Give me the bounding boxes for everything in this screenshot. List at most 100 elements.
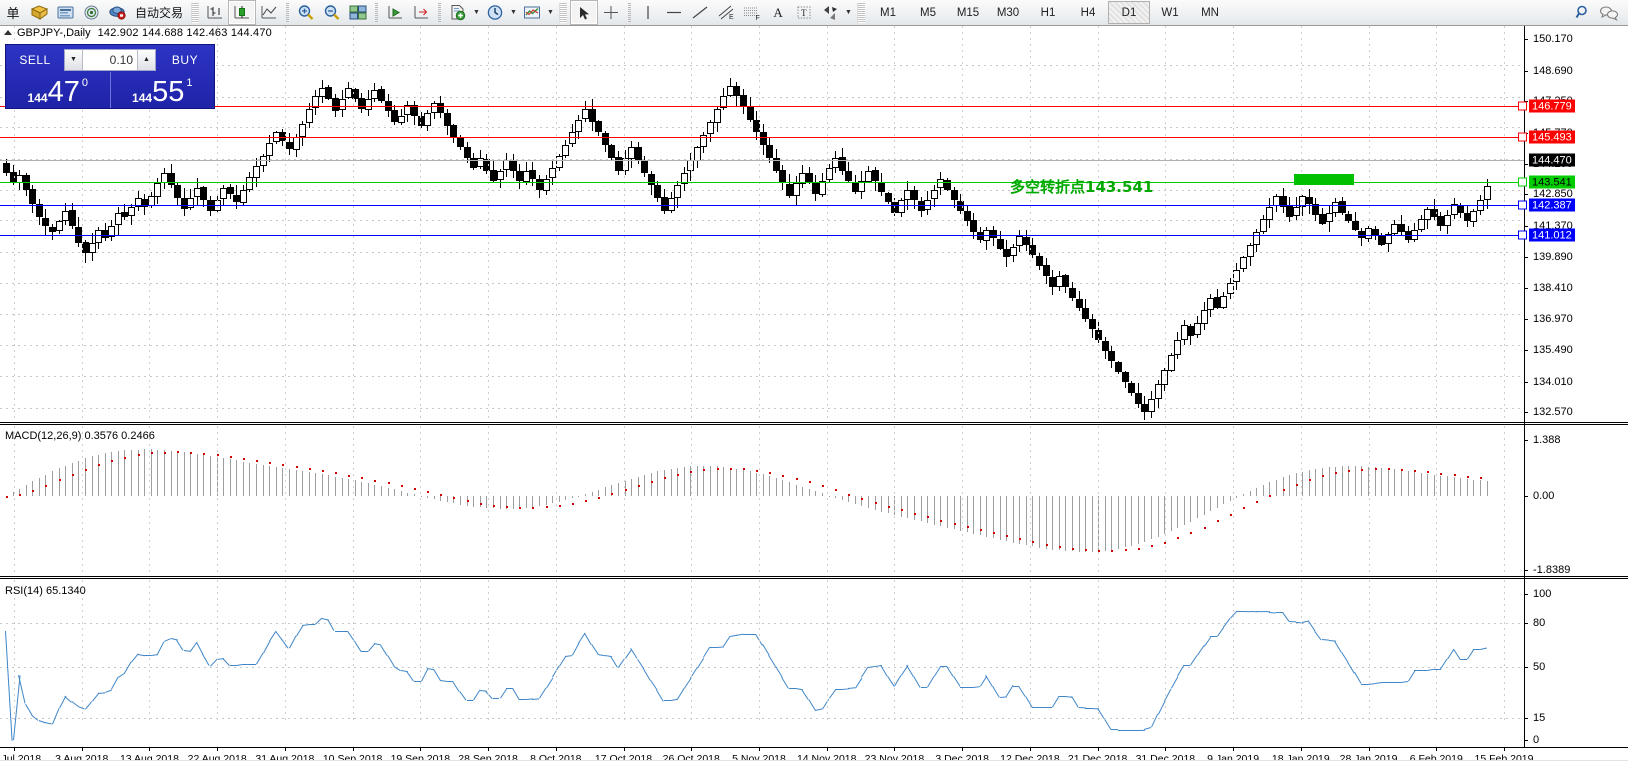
price-level-line-resistance-2[interactable] — [0, 137, 1524, 138]
timeframe-mn[interactable]: MN — [1201, 6, 1219, 19]
timeframe-m5[interactable]: M5 — [920, 6, 936, 19]
vertical-line-icon[interactable] — [635, 1, 661, 24]
toolbar-grip-1[interactable] — [191, 2, 200, 23]
indicators-icon[interactable] — [519, 1, 545, 24]
price-level-label-resistance-1[interactable]: 146.779 — [1529, 99, 1575, 113]
candle-body — [911, 190, 919, 201]
candle-wick — [52, 223, 54, 241]
price-level-handle[interactable] — [1518, 230, 1527, 240]
price-level-label-current-price[interactable]: 144.470 — [1529, 153, 1575, 167]
price-level-handle[interactable] — [1518, 200, 1527, 210]
timeframe-d1[interactable]: D1 — [1108, 1, 1151, 24]
rsi-tick — [1524, 667, 1528, 668]
one-click-trading-panel[interactable]: SELL ▼ 0.10 ▲ BUY 144 47 0 144 55 1 — [5, 44, 215, 109]
arrows-dropdown-caret[interactable]: ▼ — [845, 9, 852, 16]
macd-histogram-bar — [1223, 495, 1225, 505]
bar-chart-icon[interactable] — [202, 1, 228, 24]
rsi-line-segment — [940, 665, 947, 667]
timeframe-m30[interactable]: M30 — [996, 6, 1020, 19]
candle-body — [766, 144, 774, 158]
indicators-dropdown-caret[interactable]: ▼ — [547, 9, 554, 16]
price-level-line-current-price[interactable] — [0, 160, 1524, 161]
terminal-icon[interactable] — [52, 1, 78, 24]
price-chart-pane[interactable] — [0, 26, 1524, 440]
price-level-line-support-1[interactable] — [0, 205, 1524, 206]
price-level-handle[interactable] — [1518, 101, 1527, 111]
new-order-icon[interactable]: 单 — [6, 6, 20, 21]
time-gridline — [149, 26, 151, 422]
line-chart-icon[interactable] — [256, 1, 282, 24]
price-level-label-pivot-level[interactable]: 143.541 — [1529, 175, 1575, 189]
trendline-icon[interactable] — [687, 1, 713, 24]
macd-histogram-bar — [499, 495, 501, 509]
macd-histogram-bar — [433, 495, 435, 500]
candle-body — [1437, 216, 1445, 226]
chart-annotation[interactable]: 多空转折点143.541 — [1010, 178, 1154, 196]
buy-price-quote[interactable]: 144 55 1 — [111, 72, 215, 108]
price-level-label-support-2[interactable]: 141.012 — [1529, 228, 1575, 242]
timeframe-h1[interactable]: H1 — [1040, 6, 1056, 19]
candlestick-chart-icon[interactable] — [228, 0, 257, 25]
candle-body — [397, 115, 405, 123]
toolbar-grip-3[interactable] — [857, 2, 866, 23]
period-separator-icon[interactable] — [482, 1, 508, 24]
toolbar-grip-2[interactable] — [559, 2, 568, 23]
arrows-icon[interactable] — [817, 1, 843, 24]
zoom-in-icon[interactable] — [293, 1, 319, 24]
collapse-triangle-icon[interactable] — [4, 30, 12, 35]
macd-pane[interactable] — [0, 426, 1524, 576]
timeframe-h4[interactable]: H4 — [1080, 6, 1096, 19]
rsi-pane[interactable] — [0, 580, 1524, 741]
candlestick — [141, 194, 149, 216]
macd-signal-point — [1427, 471, 1430, 474]
time-gridline — [826, 580, 828, 724]
expert-advisor-icon[interactable] — [104, 1, 130, 24]
cursor-icon[interactable] — [570, 0, 599, 25]
templates-dropdown-caret[interactable]: ▼ — [473, 9, 480, 16]
chat-icon[interactable] — [1596, 1, 1622, 24]
timeframe-w1[interactable]: W1 — [1161, 6, 1179, 19]
search-icon[interactable] — [1570, 1, 1596, 24]
sell-button[interactable]: SELL — [19, 52, 51, 67]
date-tick — [81, 748, 83, 751]
timeframe-m1[interactable]: M1 — [880, 6, 896, 19]
price-level-label-resistance-2[interactable]: 145.493 — [1529, 130, 1575, 144]
price-level-label-support-1[interactable]: 142.387 — [1529, 198, 1575, 212]
book-icon[interactable] — [26, 1, 52, 24]
macd-histogram-bar — [177, 451, 179, 496]
price-level-line-resistance-1[interactable] — [0, 106, 1524, 107]
zoom-out-icon[interactable] — [319, 1, 345, 24]
period-dropdown-caret[interactable]: ▼ — [510, 9, 517, 16]
price-level-handle[interactable] — [1518, 132, 1527, 142]
volume-stepper[interactable]: ▼ 0.10 ▲ — [64, 48, 156, 71]
price-level-line-pivot-level[interactable] — [0, 182, 1524, 183]
volume-decrease-icon[interactable]: ▼ — [65, 49, 83, 70]
crosshair-icon[interactable] — [598, 1, 624, 24]
templates-icon[interactable] — [445, 1, 471, 24]
chart-shift-icon[interactable] — [408, 1, 434, 24]
candle-body — [1305, 196, 1313, 205]
macd-histogram-bar — [25, 484, 27, 496]
price-level-handle[interactable] — [1518, 177, 1527, 187]
equidistant-channel-icon[interactable]: E — [713, 1, 739, 24]
horizontal-line-icon[interactable] — [661, 1, 687, 24]
rsi-gridline — [0, 623, 1524, 625]
macd-histogram-bar — [835, 495, 837, 498]
sell-price-quote[interactable]: 144 47 0 — [6, 72, 110, 108]
text-icon[interactable]: A — [773, 4, 783, 20]
auto-scroll-icon[interactable] — [382, 1, 408, 24]
volume-increase-icon[interactable]: ▲ — [137, 49, 155, 70]
buy-button[interactable]: BUY — [171, 52, 199, 67]
autotrading-label[interactable]: 自动交易 — [135, 6, 184, 20]
price-level-line-support-2[interactable] — [0, 235, 1524, 236]
rsi-line-segment — [84, 700, 93, 710]
fibonacci-icon[interactable]: F — [739, 1, 765, 24]
timeframe-m15[interactable]: M15 — [956, 6, 980, 19]
macd-histogram-bar — [216, 457, 218, 496]
signals-icon[interactable] — [78, 1, 104, 24]
volume-input[interactable]: 0.10 — [83, 49, 137, 70]
text-label-icon[interactable]: T — [791, 1, 817, 24]
tile-windows-icon[interactable] — [345, 1, 371, 24]
rsi-line-segment — [1340, 651, 1349, 663]
candlestick — [1358, 228, 1366, 247]
